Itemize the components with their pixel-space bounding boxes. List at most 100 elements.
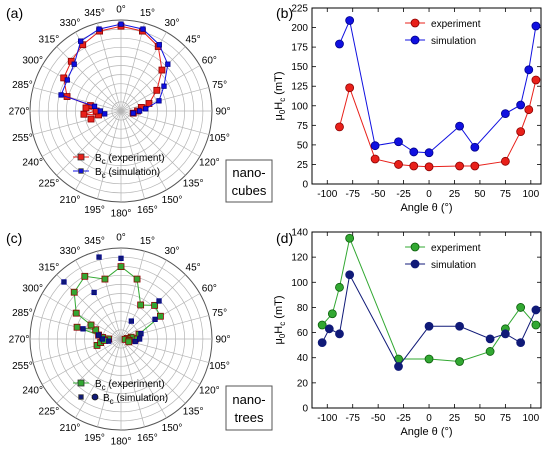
legend-marker-1 — [410, 35, 420, 45]
x-tick-label: 75 — [500, 189, 512, 200]
polar-spoke — [120, 110, 167, 190]
y-tick-label: 25 — [297, 160, 309, 171]
polar-spoke — [56, 274, 122, 340]
data-point-1 — [118, 21, 124, 27]
polar-spoke — [120, 338, 167, 418]
y-axis-title: μ0Hc (mT) — [273, 71, 287, 120]
polar-spoke — [56, 46, 122, 112]
polar-angle-label: 75° — [212, 80, 227, 91]
polar-plot-a: 0° 15° 30° 45°60° 75° 90° 105° 120° 135°150° 165°… — [9, 5, 231, 220]
data-point-1 — [165, 61, 171, 67]
data-point-0 — [137, 301, 145, 309]
data-point-1 — [91, 103, 98, 109]
plot-frame — [311, 231, 542, 409]
polar-angle-label: 60° — [202, 284, 217, 295]
data-point-0 — [153, 86, 161, 94]
x-tick-label: 0 — [426, 413, 432, 424]
polar-angle-label: 150° — [162, 195, 183, 206]
legend-label-0: experiment — [431, 243, 481, 254]
y-axis-title-part-3: c — [278, 322, 287, 326]
x-tick-label: 25 — [449, 413, 461, 424]
y-axis-title-part-0: μ — [273, 338, 285, 344]
polar-angle-label: 60° — [202, 56, 217, 67]
panel-d: (d) 0 20 40 60 80 100 120 140 -100 -75 -50 -25 0 25 50… — [273, 228, 542, 438]
data-point-1 — [317, 338, 327, 348]
polar-spoke — [120, 110, 186, 176]
polar-angle-label: 210° — [60, 423, 81, 434]
data-point-1 — [102, 111, 108, 117]
data-point-1 — [64, 77, 70, 83]
data-point-1 — [91, 289, 97, 296]
data-point-0 — [345, 83, 355, 93]
material-box-c-line1: nano- — [232, 392, 265, 407]
polar-spoke — [42, 110, 122, 157]
y-axis-title-part-1: 0 — [278, 109, 287, 114]
polar-angle-label: 345° — [84, 8, 105, 19]
data-point-1 — [345, 270, 355, 280]
polar-angle-label: 270° — [9, 107, 30, 118]
legend-label-0-suffix: (experiment) — [106, 379, 165, 390]
x-tick-label: -75 — [345, 413, 360, 424]
data-point-1 — [156, 42, 162, 48]
y-axis-title-part-2: H — [273, 326, 285, 334]
y-axis-title-part-4: (mT) — [273, 71, 285, 97]
legend-label-1-suffix: (simulation) — [114, 393, 168, 404]
data-point-0 — [531, 320, 541, 330]
legend-label-0-suffix: (experiment) — [106, 153, 165, 164]
legend-label-0: experiment — [431, 19, 481, 30]
x-tick-label: -100 — [317, 189, 337, 200]
y-tick-label: 75 — [297, 121, 309, 132]
polar-angle-label: 0° — [116, 233, 126, 244]
polar-angle-label: 75° — [212, 308, 227, 319]
y-tick-label: 100 — [291, 101, 308, 112]
data-point-0 — [80, 110, 88, 118]
data-point-1 — [106, 338, 112, 344]
data-point-1 — [156, 98, 162, 104]
polar-angle-label: 105° — [209, 133, 230, 144]
x-tick-label: -50 — [371, 413, 386, 424]
y-axis-title-part-0: μ — [273, 114, 285, 120]
polar-spoke — [42, 338, 122, 385]
data-point-1 — [128, 318, 134, 324]
legend-label-1: simulation — [431, 260, 476, 271]
y-tick-label: 175 — [291, 43, 308, 54]
plot-frame — [311, 7, 542, 185]
data-point-1 — [524, 65, 534, 75]
data-point-0 — [335, 282, 344, 292]
polar-spoke — [120, 110, 145, 199]
data-point-1 — [152, 316, 158, 323]
polar-spoke — [75, 110, 122, 190]
x-tick-label: 25 — [449, 189, 461, 200]
data-point-0 — [101, 275, 109, 283]
polar-spoke — [120, 338, 186, 404]
polar-angle-label: 135° — [183, 407, 204, 418]
data-point-1 — [99, 336, 106, 342]
polar-angle-label: 30° — [164, 18, 179, 29]
polar-angle-label: 225° — [39, 179, 60, 190]
series-line-1 — [339, 18, 537, 154]
x-tick-label: -100 — [317, 413, 337, 424]
panel-b-label: (b) — [276, 5, 293, 21]
polar-angle-label: 255° — [12, 361, 33, 372]
data-point-1 — [516, 338, 526, 348]
data-point-0 — [125, 338, 133, 346]
data-point-1 — [58, 92, 64, 98]
y-tick-label: 0 — [302, 404, 308, 415]
y-tick-label: 150 — [291, 62, 308, 73]
data-point-1 — [485, 334, 495, 344]
y-tick-label: 125 — [291, 82, 308, 93]
polar-angle-label: 330° — [60, 246, 81, 257]
panel-a-label: (a) — [6, 5, 23, 21]
y-tick-label: 225 — [291, 4, 308, 15]
legend-label-0-main: B — [95, 153, 102, 164]
data-point-1 — [500, 329, 510, 339]
data-point-1 — [140, 26, 146, 32]
data-point-0 — [345, 233, 355, 243]
data-point-0 — [73, 323, 81, 331]
polar-angle-label: 120° — [199, 158, 220, 169]
polar-angle-label: 90° — [215, 107, 230, 118]
polar-spoke — [97, 338, 122, 427]
data-point-1 — [424, 148, 434, 158]
y-axis-title-part-4: (mT) — [273, 295, 285, 321]
data-point-1 — [78, 38, 84, 44]
